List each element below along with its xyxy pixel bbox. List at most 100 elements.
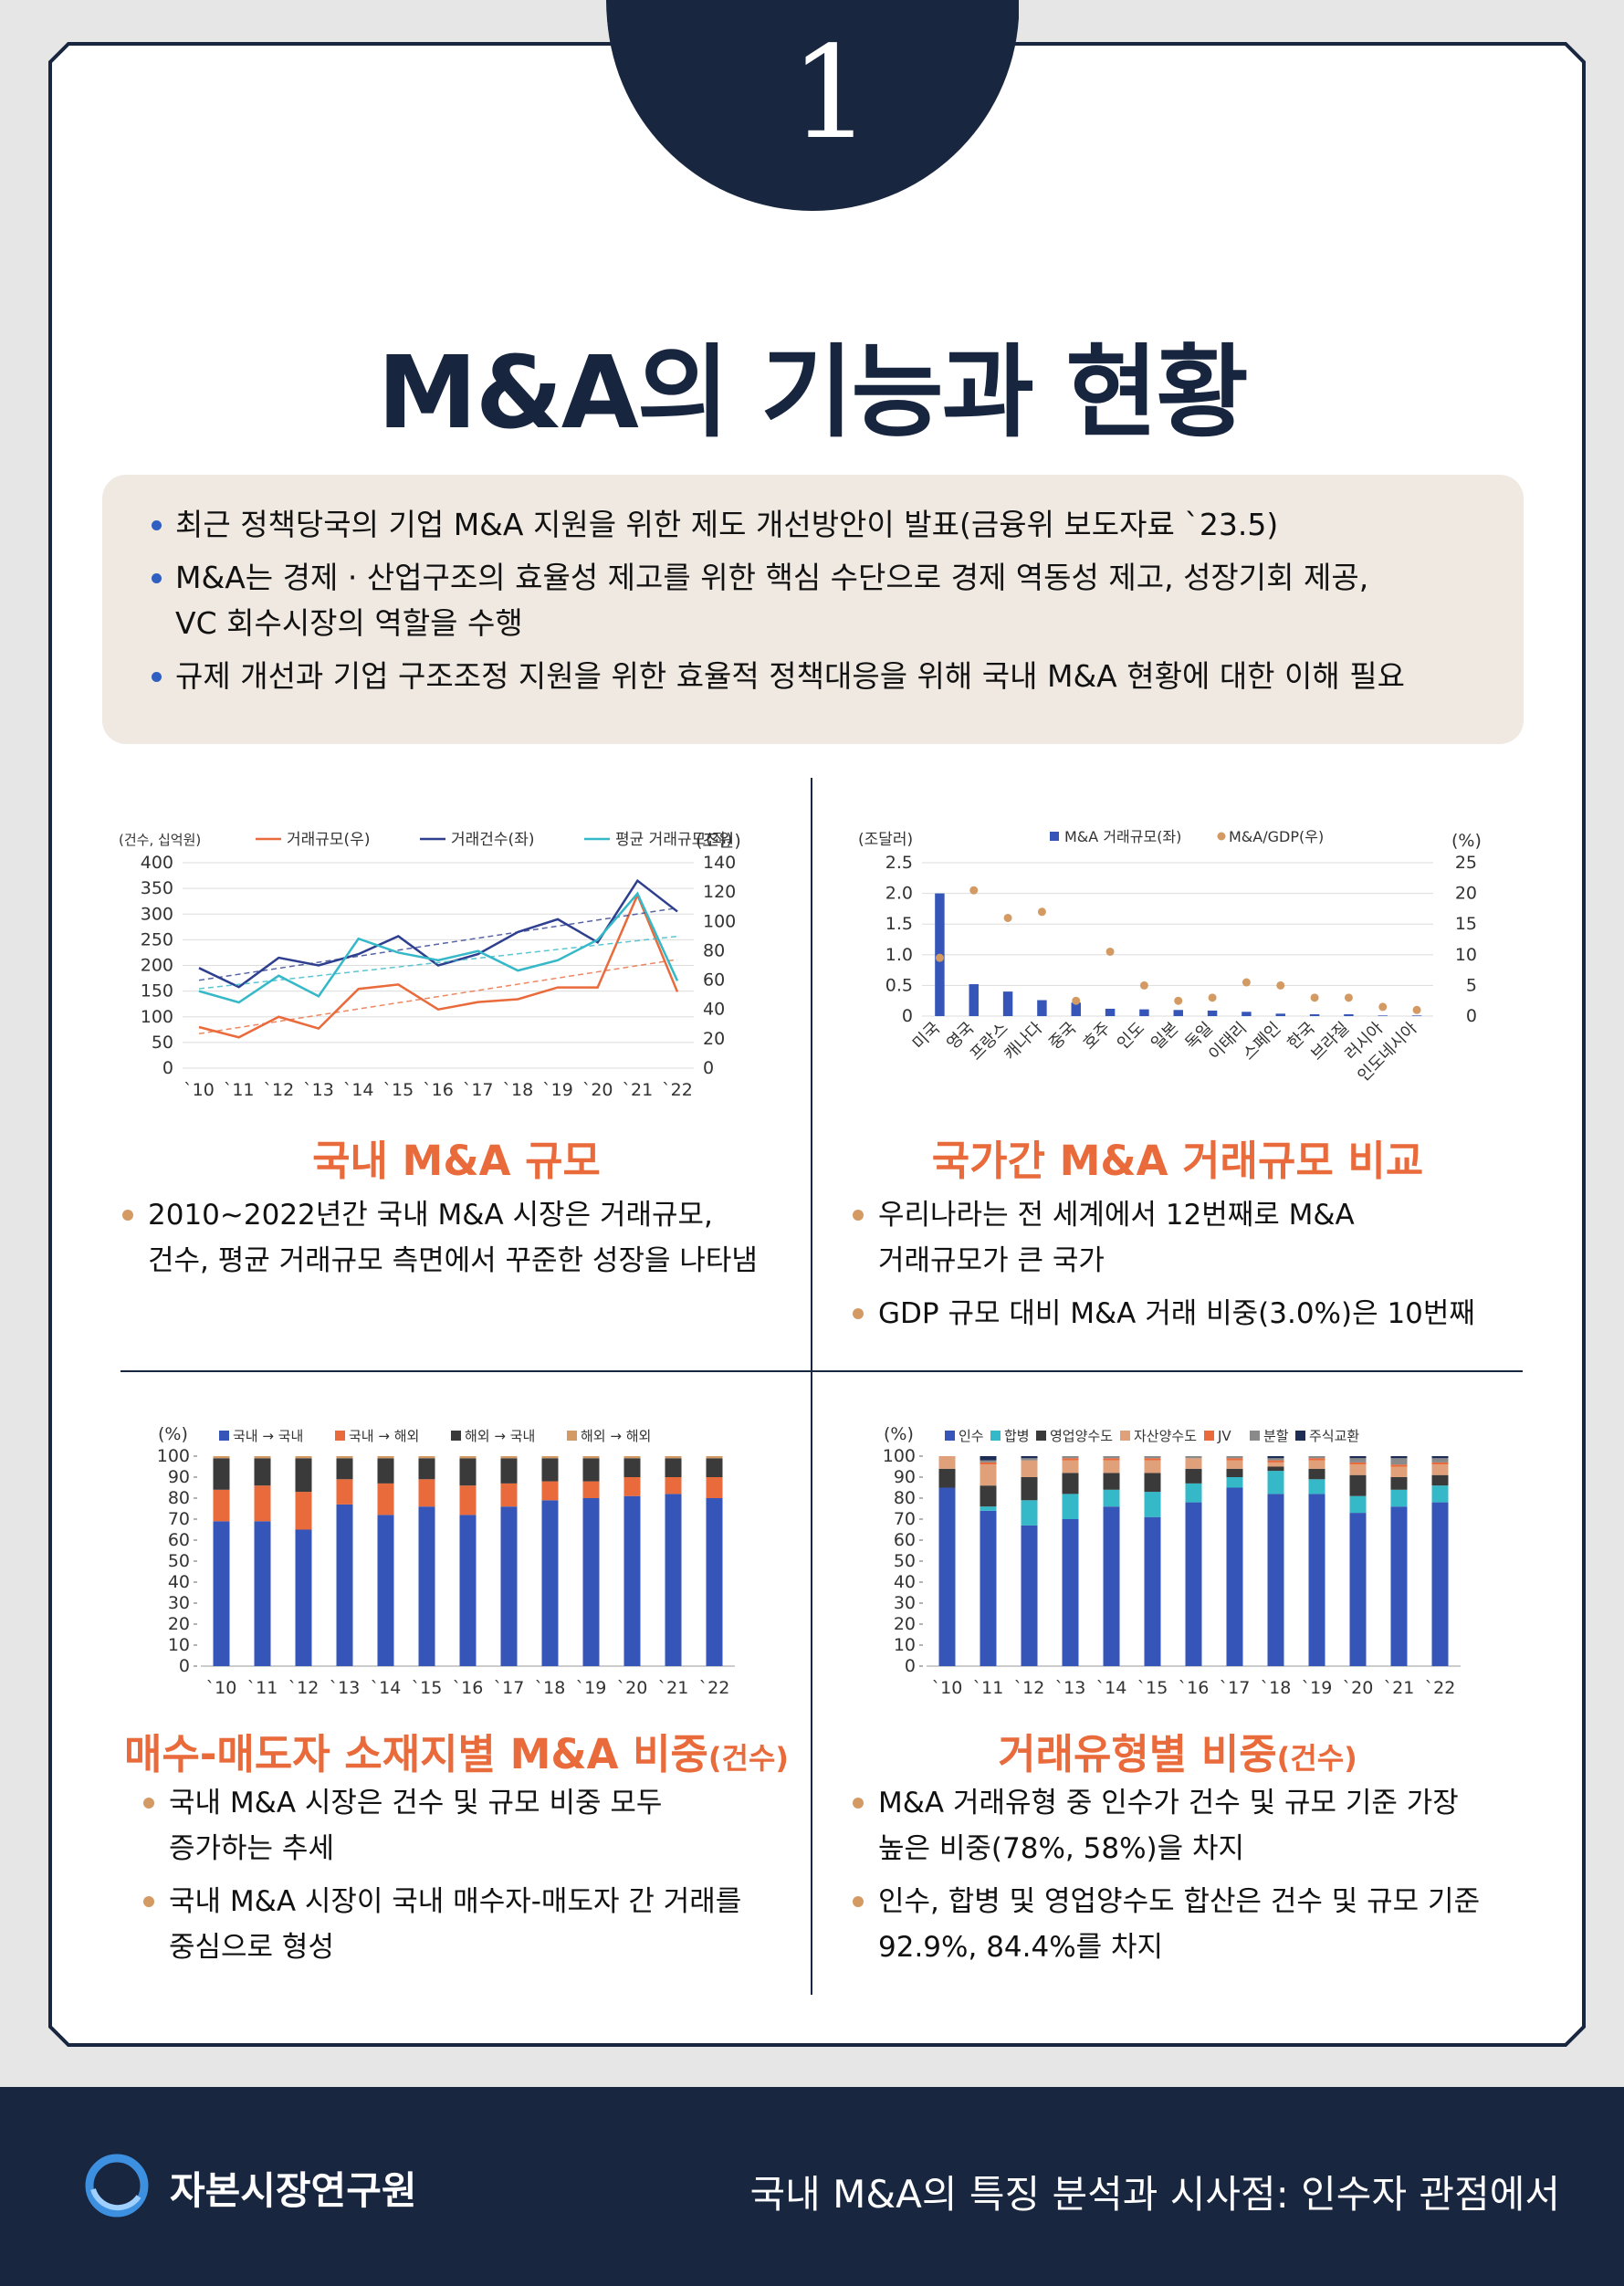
bar-segment [1226,1487,1243,1666]
summary-item-continuation: VC 회수시장의 역할을 수행 [175,605,523,641]
bar-segment [377,1515,394,1666]
report-title: 국내 M&A의 특징 분석과 시사점: 인수자 관점에서 [749,2172,1561,2217]
location-bullets: 국내 M&A 시장은 건수 및 규모 비중 모두 증가하는 추세 국내 M&A … [141,1780,799,1977]
y-tick-label: 250 [141,929,173,949]
legend-swatch [1036,1431,1046,1441]
y-tick-label: 100 [141,1007,173,1027]
x-tick-label: 중국 [1045,1019,1080,1054]
bar-segment [1103,1456,1120,1459]
bar-segment [418,1458,435,1480]
bullet: 국내 M&A 시장은 건수 및 규모 비중 모두 [141,1780,799,1826]
bar-segment [1267,1494,1284,1666]
bar-segment [706,1456,723,1459]
y-tick-label: 90 [894,1467,916,1487]
x-tick-label: `12 [1014,1678,1045,1698]
bar-segment [336,1479,353,1505]
type-title-text: 거래유형별 비중 [998,1730,1277,1778]
x-tick-label: 이태리 [1205,1019,1251,1064]
y-axis-unit: (%) [158,1424,188,1444]
bar-segment [418,1506,435,1666]
bar [1105,1008,1116,1016]
y2-tick-label: 25 [1455,853,1477,873]
legend-label: 인수 [959,1428,984,1444]
bar [1037,1000,1047,1016]
y2-tick-label: 0 [703,1058,714,1078]
bar-segment [1431,1502,1449,1666]
y2-tick-label: 40 [703,1000,725,1020]
x-tick-label: 일본 [1147,1019,1182,1054]
y-tick-label: 1.0 [885,945,913,965]
bar-segment [254,1458,271,1486]
y-tick-label: 90 [168,1467,190,1487]
y-tick-label: 2.0 [885,884,913,904]
bar-segment [1431,1474,1449,1486]
bar-segment [1021,1456,1038,1459]
legend-swatch [1050,832,1059,841]
legend-swatch [451,1431,461,1441]
x-tick-label: `11 [247,1678,278,1698]
x-tick-label: `10 [206,1678,237,1698]
bar-segment [980,1506,997,1511]
y2-tick-label: 140 [703,853,736,873]
legend-label: 분할 [1263,1428,1289,1444]
bar-segment [295,1458,312,1493]
legend-label: 주식교환 [1309,1428,1359,1444]
y2-axis-unit: (조원) [696,831,741,851]
x-tick-label: `21 [658,1678,689,1698]
series-line [198,878,678,989]
bar-segment [213,1521,230,1666]
bar-segment [1267,1460,1284,1463]
x-tick-label: `16 [423,1080,454,1100]
y-tick-label: 20 [894,1614,916,1634]
legend-label: 해외 → 국내 [465,1428,535,1444]
x-tick-label: `12 [263,1080,294,1100]
bar-segment [418,1456,435,1459]
bullet-continuation: 중심으로 형성 [169,1931,334,1964]
bar-segment [1021,1460,1038,1477]
legend-label: 거래건수(좌) [451,831,534,849]
dot-point [1105,947,1115,956]
trendline [198,935,678,990]
bullet-continuation: 92.9%, 84.4%를 차지 [878,1931,1164,1964]
x-tick-label: `11 [973,1678,1004,1698]
bar-segment [295,1529,312,1666]
legend-label: 평균 거래규모(좌) [615,831,732,849]
dot-point [1310,993,1319,1002]
x-tick-label: `19 [576,1678,607,1698]
legend-label: 합병 [1004,1428,1030,1444]
bar-segment [1103,1473,1120,1490]
bar-segment [1431,1456,1449,1459]
y-tick-label: 100 [883,1446,916,1466]
bar-segment [1431,1462,1449,1465]
dot-point [1003,913,1012,922]
legend-swatch [1217,832,1226,841]
bar-segment [665,1477,682,1494]
y-axis-unit: (%) [884,1424,914,1444]
bar-segment [582,1458,600,1482]
kcmi-logo-icon [85,2154,149,2218]
y2-tick-label: 20 [703,1029,725,1049]
bar-segment [582,1456,600,1459]
summary-item: M&A는 경제 · 산업구조의 효율성 제고를 위한 핵심 수단으로 경제 역동… [152,555,1524,601]
y-tick-label: 50 [152,1033,173,1053]
x-tick-label: `13 [1055,1678,1086,1698]
dot-point [1174,996,1183,1005]
bar-segment [1103,1460,1120,1473]
trendline [198,907,678,981]
x-tick-label: `13 [330,1678,361,1698]
bar [1173,1010,1183,1016]
bar-segment [623,1495,641,1666]
dot-point [1344,993,1353,1002]
bar-segment [1308,1458,1325,1461]
bar-segment [1103,1506,1120,1666]
legend-swatch [567,1431,577,1441]
bar-segment [1185,1468,1202,1484]
bar-segment [254,1456,271,1459]
bar-segment [1062,1519,1079,1666]
y2-tick-label: 10 [1455,945,1477,965]
x-tick-label: `21 [622,1080,653,1100]
bar-segment [377,1456,394,1459]
type-title-suffix: (건수) [1276,1741,1357,1776]
